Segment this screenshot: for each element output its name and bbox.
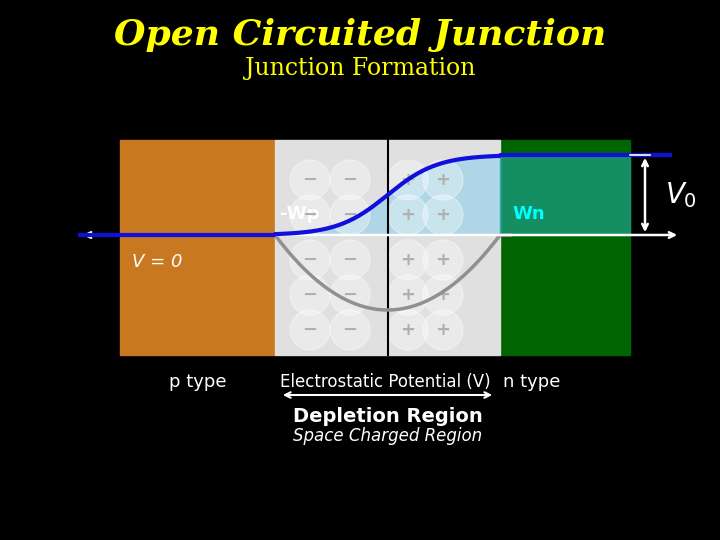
Circle shape [423,275,463,315]
Text: +: + [400,206,415,224]
Circle shape [388,240,428,280]
Text: Depletion Region: Depletion Region [292,407,482,426]
Circle shape [423,160,463,200]
Text: p type: p type [168,373,226,391]
Circle shape [423,195,463,235]
Bar [120,140,275,355]
Text: −: − [302,286,318,304]
Text: Junction Formation: Junction Formation [245,57,475,79]
Text: V = 0: V = 0 [132,253,182,271]
Text: Space Charged Region: Space Charged Region [293,427,482,445]
Circle shape [330,310,370,350]
Text: −: − [343,251,358,269]
Circle shape [330,160,370,200]
Circle shape [423,240,463,280]
Text: Wn: Wn [512,205,544,223]
Text: -Wp: -Wp [280,205,320,223]
Text: −: − [302,171,318,189]
Text: −: − [343,286,358,304]
Text: −: − [343,321,358,339]
Text: +: + [436,251,451,269]
Text: +: + [436,286,451,304]
Bar [275,140,500,355]
Circle shape [290,240,330,280]
Text: −: − [302,321,318,339]
Text: +: + [436,171,451,189]
Text: +: + [400,321,415,339]
Circle shape [388,310,428,350]
Bar [500,140,630,355]
Text: Open Circuited Junction: Open Circuited Junction [114,18,606,52]
Circle shape [388,275,428,315]
Text: $V_0$: $V_0$ [665,180,697,210]
Text: Electrostatic Potential (V): Electrostatic Potential (V) [280,373,490,391]
Text: +: + [400,251,415,269]
Text: +: + [400,171,415,189]
Text: +: + [400,286,415,304]
Text: −: − [302,251,318,269]
Circle shape [388,195,428,235]
Circle shape [330,240,370,280]
Circle shape [423,310,463,350]
Text: +: + [436,206,451,224]
Text: −: − [343,171,358,189]
Circle shape [330,195,370,235]
Circle shape [330,275,370,315]
Text: −: − [343,206,358,224]
Circle shape [290,160,330,200]
Text: −: − [302,206,318,224]
Text: +: + [436,321,451,339]
Circle shape [290,275,330,315]
Circle shape [290,195,330,235]
Circle shape [388,160,428,200]
Circle shape [290,310,330,350]
Text: n type: n type [503,373,560,391]
